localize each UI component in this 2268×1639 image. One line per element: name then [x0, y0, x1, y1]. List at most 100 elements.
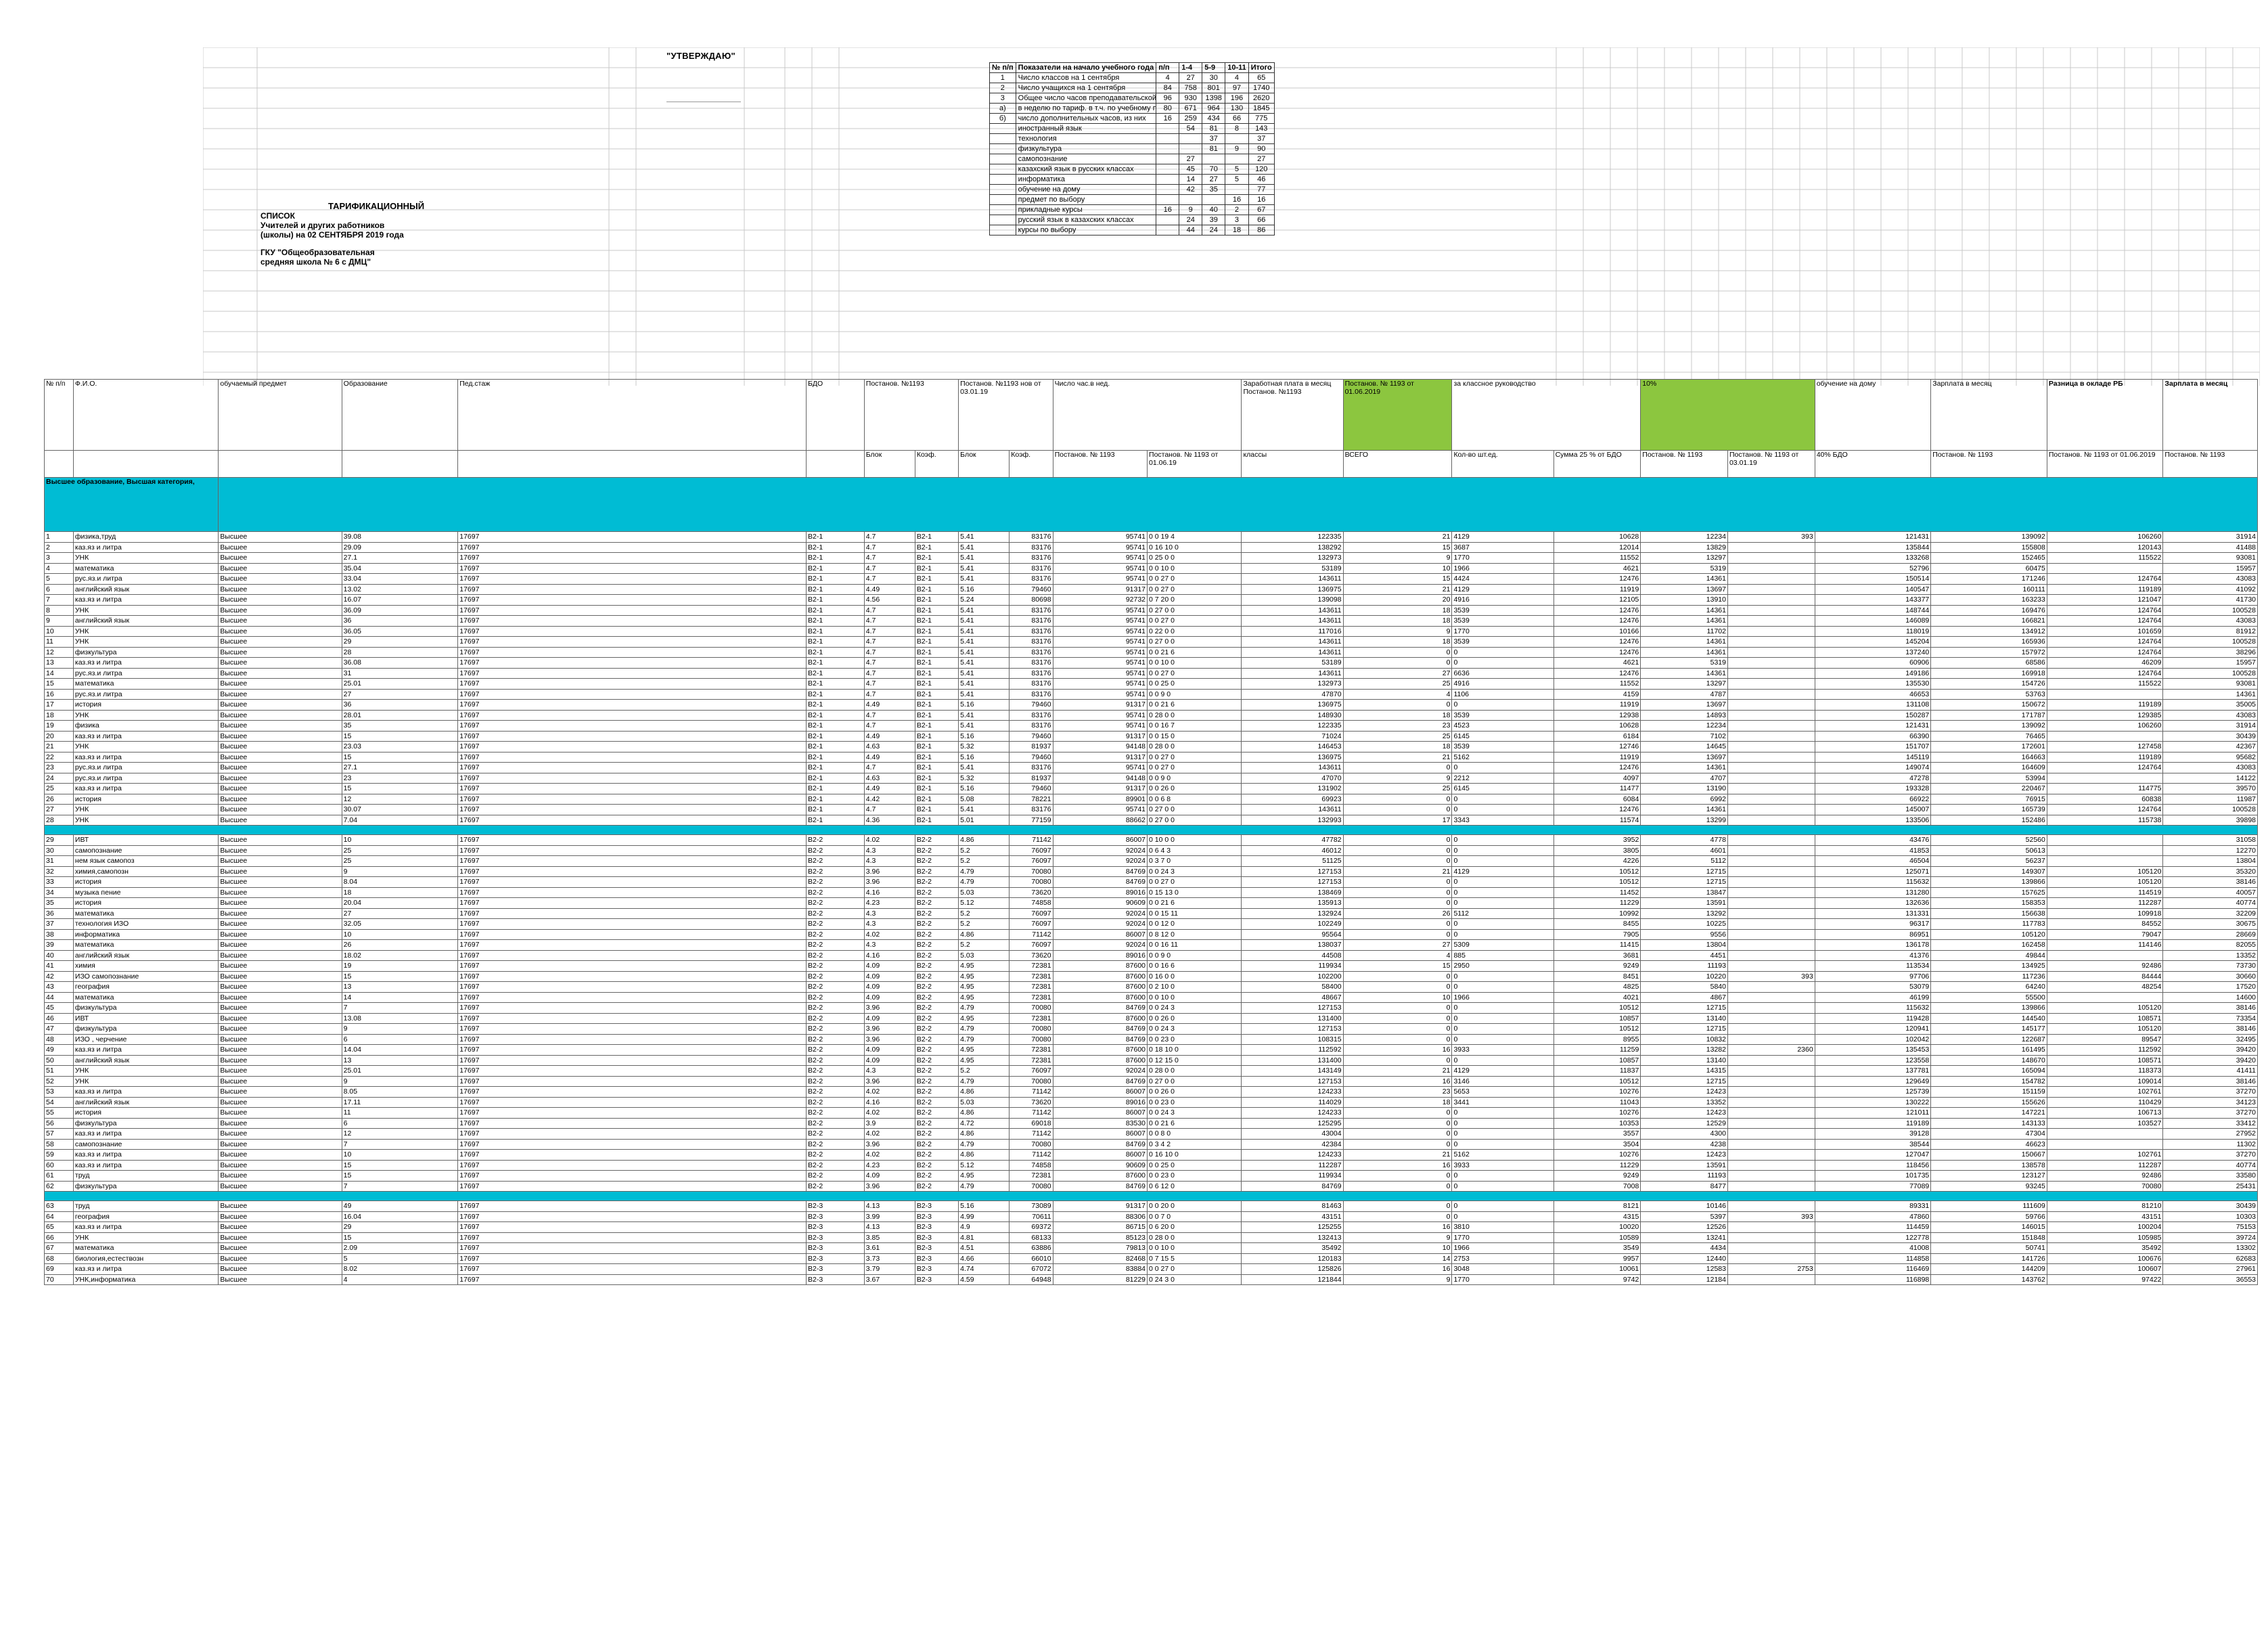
table-cell	[1727, 583, 1815, 595]
indicator-value: 97	[1225, 83, 1249, 93]
table-cell: Высшее	[218, 636, 342, 648]
table-cell: 100528	[2162, 667, 2258, 679]
table-cell: 135453	[1814, 1044, 1932, 1056]
table-cell: 5.41	[958, 531, 1010, 543]
table-cell: 161495	[1930, 1044, 2047, 1056]
table-cell: 18	[341, 886, 459, 898]
table-cell: 58400	[1241, 981, 1344, 993]
indicator-value	[1156, 194, 1180, 205]
table-cell: 10276	[1553, 1107, 1641, 1119]
table-cell: 23	[341, 772, 459, 784]
table-cell: 74858	[1009, 1159, 1053, 1171]
table-cell: 10276	[1553, 1086, 1641, 1098]
table-cell: Высшее	[218, 1200, 342, 1212]
table-cell	[1727, 688, 1815, 700]
table-cell: 132924	[1241, 907, 1344, 919]
table-row: 21 УНК Высшее 23.03 17697 В2-1 4.63 В2-1 5.32 819…	[44, 741, 2258, 753]
subheader-cell: Постанов. № 1193 от 01.06.2019	[2046, 450, 2164, 478]
indicator-value: 758	[1179, 83, 1203, 93]
table-cell: В2-2	[805, 1044, 865, 1056]
table-cell: 4.7	[863, 667, 915, 679]
indicator-value	[1179, 143, 1203, 154]
table-cell: 71142	[1009, 1107, 1053, 1119]
table-cell: 147221	[1930, 1107, 2047, 1119]
table-cell: 72381	[1009, 1054, 1053, 1066]
table-cell: 76465	[1930, 730, 2047, 742]
table-cell: 53994	[1930, 772, 2047, 784]
table-cell: 17697	[457, 615, 807, 627]
table-cell: В2-2	[914, 939, 959, 951]
table-cell: 33.04	[341, 573, 459, 585]
table-cell: В2-3	[914, 1253, 959, 1264]
table-cell: физкультура	[72, 646, 219, 658]
table-cell: 0 0 9 0	[1147, 772, 1242, 784]
table-cell: 17697	[457, 1138, 807, 1150]
table-cell: 14	[44, 667, 74, 679]
table-cell: В2-2	[805, 1096, 865, 1108]
organization-name: ГКУ "Общеобразовательная	[260, 248, 375, 257]
table-cell: 41	[44, 960, 74, 972]
table-cell: 11193	[1640, 1170, 1728, 1182]
table-cell: 143611	[1241, 762, 1344, 773]
table-cell: 11043	[1553, 1096, 1641, 1108]
table-cell: 134912	[1930, 625, 2047, 637]
table-cell: 10225	[1640, 918, 1728, 930]
table-row: 13 каз.яз и литра Высшее 36.08 17697 В2-1 4.7 В…	[44, 657, 2258, 669]
table-cell: 93081	[2162, 678, 2258, 690]
table-row: 64 география Высшее 16.04 17697 В2-3 3.99 В2-3 4…	[44, 1211, 2258, 1222]
table-cell: В2-1	[805, 667, 865, 679]
table-row: 11 УНК Высшее 29 17697 В2-1 4.7 В2-1 5.41 83176 95…	[44, 636, 2258, 648]
table-cell: 33580	[2162, 1170, 2258, 1182]
table-row: 40 английский язык Высшее 18.02 17697 В2-2 4.1…	[44, 949, 2258, 961]
table-cell: Высшее	[218, 1054, 342, 1066]
table-cell: 9249	[1553, 960, 1641, 972]
table-cell: 70	[44, 1274, 74, 1285]
table-cell: 92486	[2046, 960, 2164, 972]
table-row: 24 рус.яз.и литра Высшее 23 17697 В2-1 4.63 В2-…	[44, 772, 2258, 784]
table-cell: В2-2	[805, 1149, 865, 1161]
table-cell: УНК	[72, 814, 219, 826]
table-cell: 64	[44, 1211, 74, 1222]
table-cell: 0	[1451, 1033, 1554, 1045]
table-cell: 12583	[1640, 1263, 1728, 1275]
table-cell: 30	[44, 845, 74, 856]
table-cell: 3.85	[863, 1232, 915, 1243]
table-cell: 43083	[2162, 762, 2258, 773]
table-cell: 69018	[1009, 1117, 1053, 1129]
table-cell	[1727, 855, 1815, 867]
table-cell: 34123	[2162, 1096, 2258, 1108]
table-cell: 82055	[2162, 939, 2258, 951]
table-cell: математика	[72, 562, 219, 574]
table-cell: 124233	[1241, 1086, 1344, 1098]
table-cell: 10832	[1640, 1033, 1728, 1045]
table-cell: В2-3	[914, 1200, 959, 1212]
table-cell: В2-2	[805, 928, 865, 940]
table-cell: 5.41	[958, 636, 1010, 648]
table-cell: 4.7	[863, 573, 915, 585]
table-cell: 21	[1342, 866, 1453, 877]
table-cell: 36553	[2162, 1274, 2258, 1285]
table-cell: 13804	[2162, 855, 2258, 867]
table-cell: 72381	[1009, 970, 1053, 982]
table-cell: 0	[1451, 855, 1554, 867]
table-cell: В2-1	[914, 783, 959, 794]
table-cell	[1727, 646, 1815, 658]
table-cell: 193328	[1814, 783, 1932, 794]
table-cell: 23	[1342, 1086, 1453, 1098]
indicator-label: Число учащихся на 1 сентября	[1015, 83, 1157, 93]
table-cell: физкультура	[72, 1002, 219, 1014]
table-cell: В2-1	[914, 699, 959, 711]
table-cell: 0	[1451, 1211, 1554, 1222]
table-cell: 47860	[1814, 1211, 1932, 1222]
table-cell: Высшее	[218, 793, 342, 805]
table-cell: 122335	[1241, 531, 1344, 543]
table-cell: 13292	[1640, 907, 1728, 919]
indicator-label: русский язык в казахских классах	[1015, 215, 1157, 225]
table-cell: 121047	[2046, 594, 2164, 606]
table-cell: 102042	[1814, 1033, 1932, 1045]
table-cell: В2-3	[914, 1221, 959, 1233]
table-cell	[1727, 552, 1815, 564]
table-cell: 4.3	[863, 918, 915, 930]
table-cell	[1727, 1242, 1815, 1254]
table-cell: УНК	[72, 804, 219, 815]
